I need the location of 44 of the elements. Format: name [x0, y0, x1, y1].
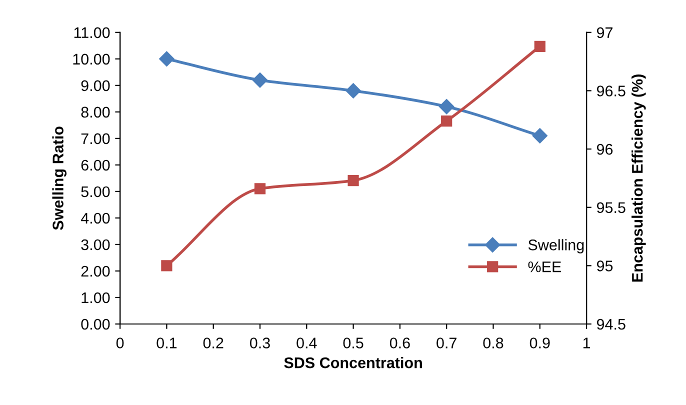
y-tick-label: 4.00 [80, 212, 110, 224]
y-tick-label: 5.00 [81, 186, 110, 198]
y-tick-label: 2.00 [81, 266, 110, 277]
x-tick-label: 0.7 [436, 338, 456, 348]
y2-tick-label: 95 [596, 260, 613, 272]
x-tick-label: 0.1 [156, 338, 177, 348]
y-tick-label: 10.00 [73, 54, 110, 65]
y-tick-label: 1.00 [82, 292, 110, 304]
y2-tick-label: 94.5 [596, 318, 626, 330]
legend-label: %EE [528, 261, 562, 272]
x-tick-label: 0.6 [390, 338, 410, 348]
point [159, 51, 174, 66]
y-axis-title: Swelling Ratio [52, 126, 67, 230]
x-axis-title: SDS Concentration [284, 356, 422, 368]
point [252, 72, 268, 88]
point [441, 115, 452, 127]
y2-tick-label: 96 [596, 144, 613, 155]
x-tick-label: 0.5 [343, 338, 364, 348]
point [348, 174, 359, 186]
legend-label: Swelling [528, 239, 584, 254]
x-tick-label: 1 [583, 338, 590, 348]
y2-tick-label: 97 [596, 27, 612, 38]
x-tick-label: 0.2 [203, 338, 224, 348]
x-tick-label: 0.8 [483, 338, 504, 348]
point [439, 99, 454, 114]
y-tick-label: 11.00 [74, 27, 110, 38]
x-tick-label: 0 [116, 338, 124, 348]
y-tick-label: 6.00 [81, 160, 110, 171]
point [254, 183, 266, 194]
x-tick-label: 0.4 [296, 338, 317, 348]
y2-tick-label: 96.5 [596, 86, 626, 96]
y-tick-label: 0.00 [81, 318, 110, 330]
x-tick-label: 0.9 [530, 338, 550, 348]
point [532, 128, 548, 144]
x-tick-label: 0.3 [250, 338, 270, 348]
y-tick-label: 9.00 [81, 80, 110, 92]
point [534, 40, 546, 52]
point [161, 260, 172, 272]
point [346, 83, 361, 98]
y2-tick-label: 95.5 [596, 202, 626, 214]
y-tick-label: 3.00 [81, 239, 110, 250]
y-tick-label: 8.00 [81, 106, 110, 118]
y2-axis-title: Encapsulation Efficiency (%) [632, 74, 646, 282]
y-tick-label: 7.00 [81, 133, 110, 144]
